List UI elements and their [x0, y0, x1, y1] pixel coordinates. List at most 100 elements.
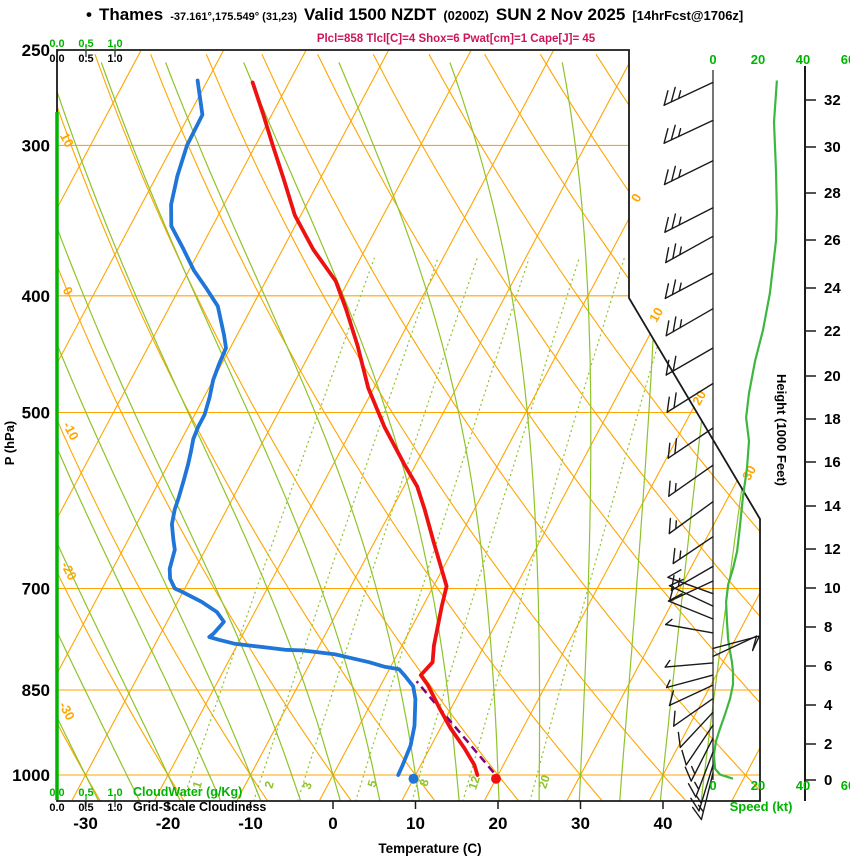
- wind-barb-shaft: [668, 684, 714, 707]
- wind-barb-feather: [681, 749, 687, 766]
- dry-adiabat-line: [57, 54, 353, 801]
- dry-adiabat-line: [57, 54, 185, 801]
- moist-adiabat-line: [338, 62, 500, 801]
- temperature-curve: [250, 80, 480, 777]
- dry-adiabat-label: -20: [58, 559, 80, 583]
- height-tick-label: 16: [824, 454, 841, 471]
- height-axis-title: Height (1000 Feet): [774, 374, 789, 486]
- temp-tick-label: -30: [73, 814, 98, 833]
- wind-barb: [668, 580, 714, 602]
- height-tick-label: 10: [824, 580, 841, 597]
- wind-barb-feather: [667, 442, 671, 459]
- isotherm-label: 0: [628, 191, 645, 205]
- cloudiness-scale-bottom: 0.5: [78, 802, 93, 814]
- isotherm-label: 30: [739, 463, 759, 483]
- height-tick-label: 24: [824, 280, 841, 297]
- wind-barb-half-feather: [675, 520, 677, 530]
- isotherm-label: 20: [689, 388, 709, 408]
- wind-barb-feather: [672, 316, 677, 333]
- isotherm-line: [57, 50, 390, 801]
- wind-barb-shaft: [665, 347, 714, 376]
- dry-adiabat-line: [57, 54, 269, 801]
- wind-barb-feather: [672, 547, 676, 565]
- pressure-tick-label: 1000: [12, 766, 50, 785]
- speed-tick-label-bottom: 20: [751, 778, 765, 793]
- wind-barb-feather: [667, 593, 683, 602]
- height-tick-label: 2: [824, 736, 832, 753]
- wind-barb-shaft: [664, 662, 714, 668]
- mixing-ratio-label: 8: [417, 777, 432, 788]
- wind-barb-shaft: [673, 697, 714, 727]
- wind-barb-shaft: [667, 576, 714, 595]
- height-tick-label: 12: [824, 541, 841, 558]
- wind-barb: [665, 674, 714, 689]
- wind-barb-half-feather: [665, 679, 671, 689]
- dry-adiabat-line: [317, 53, 760, 801]
- mixing-ratio-label: 20: [535, 773, 553, 790]
- wind-barb-feather: [663, 127, 669, 144]
- isotherm-line: [236, 50, 637, 801]
- pressure-tick-label: 850: [22, 681, 50, 700]
- wind-barb-feather: [668, 578, 684, 587]
- wind-barb: [690, 764, 714, 812]
- wind-barb: [667, 593, 714, 620]
- dry-adiabat-line: [94, 54, 520, 801]
- height-tick-label: 28: [824, 185, 841, 202]
- sounding-indices-line: Plcl=858 Tlcl[C]=4 Shox=6 Pwat[cm]=1 Cap…: [316, 33, 596, 45]
- height-tick-label: 32: [824, 92, 841, 109]
- wind-barb-shaft: [668, 501, 714, 535]
- wind-barb-half-feather: [677, 577, 681, 588]
- wind-barb-feather: [663, 90, 669, 107]
- dry-adiabat-line: [428, 53, 760, 801]
- moist-adiabat-line: [100, 62, 381, 801]
- cloudiness-scale-bottom: 1.0: [107, 802, 122, 814]
- mixing-ratio-label: 12: [465, 774, 483, 791]
- wind-barb: [663, 81, 714, 107]
- speed-tick-label-bottom: 0: [709, 778, 716, 793]
- pressure-tick-label: 500: [22, 404, 50, 423]
- dry-adiabat-line: [539, 53, 760, 801]
- wind-barb: [663, 119, 714, 144]
- wind-barb: [687, 751, 714, 798]
- isotherm-line: [153, 50, 555, 801]
- isotherm-line: [71, 50, 472, 801]
- wind-barb-feather: [671, 213, 677, 230]
- wind-barb: [665, 308, 714, 337]
- wind-barb: [664, 659, 714, 668]
- mixing-ratio-line: [296, 257, 478, 801]
- speed-axis-title: Speed (kt): [730, 799, 793, 814]
- cloudiness-scale-top: 1.0: [107, 53, 122, 65]
- wind-barb-feather: [664, 283, 670, 300]
- speed-tick-label-bottom: 40: [796, 778, 810, 793]
- cloudwater-scale-bottom: 1.0: [107, 787, 122, 799]
- surface-temperature-dot: [491, 773, 501, 784]
- wind-barb-feather: [668, 586, 675, 602]
- wind-barb-feather: [673, 710, 676, 727]
- wind-barb-half-feather: [664, 659, 671, 668]
- z-time: (0200Z): [443, 8, 489, 23]
- temp-tick-label: 10: [406, 814, 425, 833]
- mixing-ratio-line: [529, 257, 685, 801]
- height-tick-label: 8: [824, 619, 832, 636]
- wind-barb: [672, 536, 714, 565]
- wind-barb-feather: [687, 783, 697, 798]
- wind-barb: [712, 635, 758, 658]
- parcel-path-line: [415, 680, 495, 774]
- wind-barb: [663, 160, 714, 186]
- mixing-ratio-label: 5: [365, 778, 380, 789]
- wind-barb: [668, 464, 714, 497]
- speed-tick-label-top: 0: [709, 52, 716, 67]
- wind-barb-shaft: [668, 464, 714, 497]
- wind-barb: [665, 235, 714, 264]
- wind-barb-feather: [665, 320, 670, 337]
- isotherm-line: [57, 50, 142, 801]
- forecast-tag: [14hrFcst@1706z]: [632, 8, 744, 23]
- wind-barb-shaft: [667, 427, 714, 459]
- wind-barb-shaft: [666, 382, 714, 413]
- wind-barb: [668, 684, 714, 707]
- wind-barb-half-feather: [678, 168, 682, 179]
- wind-barb-half-feather: [696, 795, 702, 804]
- temp-tick-label: -10: [238, 814, 263, 833]
- wind-barb-half-feather: [679, 319, 683, 329]
